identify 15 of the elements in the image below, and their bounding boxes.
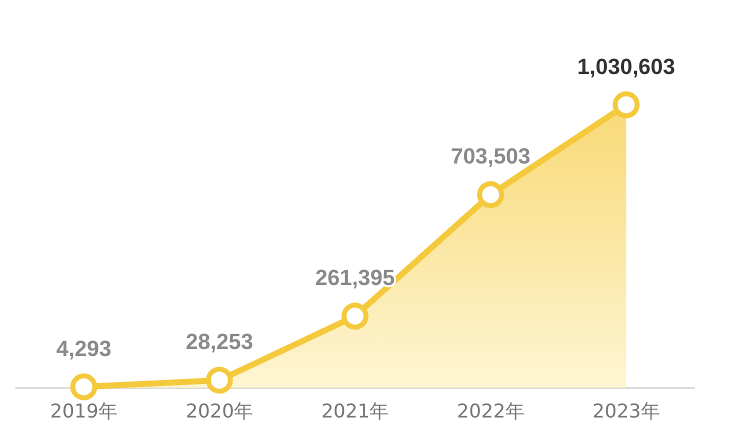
x-tick-label: 2022年 (456, 400, 524, 422)
data-label: 703,503 (450, 144, 530, 169)
point (70, 373, 98, 400)
point (206, 366, 233, 394)
x-tick-label: 2020年 (186, 400, 254, 422)
point (612, 91, 640, 118)
point (477, 181, 504, 208)
x-tick-label: 2019年 (50, 400, 118, 422)
data-label: 1,030,603 (577, 54, 676, 79)
x-tick-label: 2021年 (321, 400, 389, 422)
x-tick-label: 2023年 (592, 400, 660, 422)
data-label: 28,253 (186, 329, 254, 354)
data-label: 261,395 (315, 265, 395, 290)
point (342, 302, 368, 330)
data-label: 4,293 (56, 336, 112, 361)
